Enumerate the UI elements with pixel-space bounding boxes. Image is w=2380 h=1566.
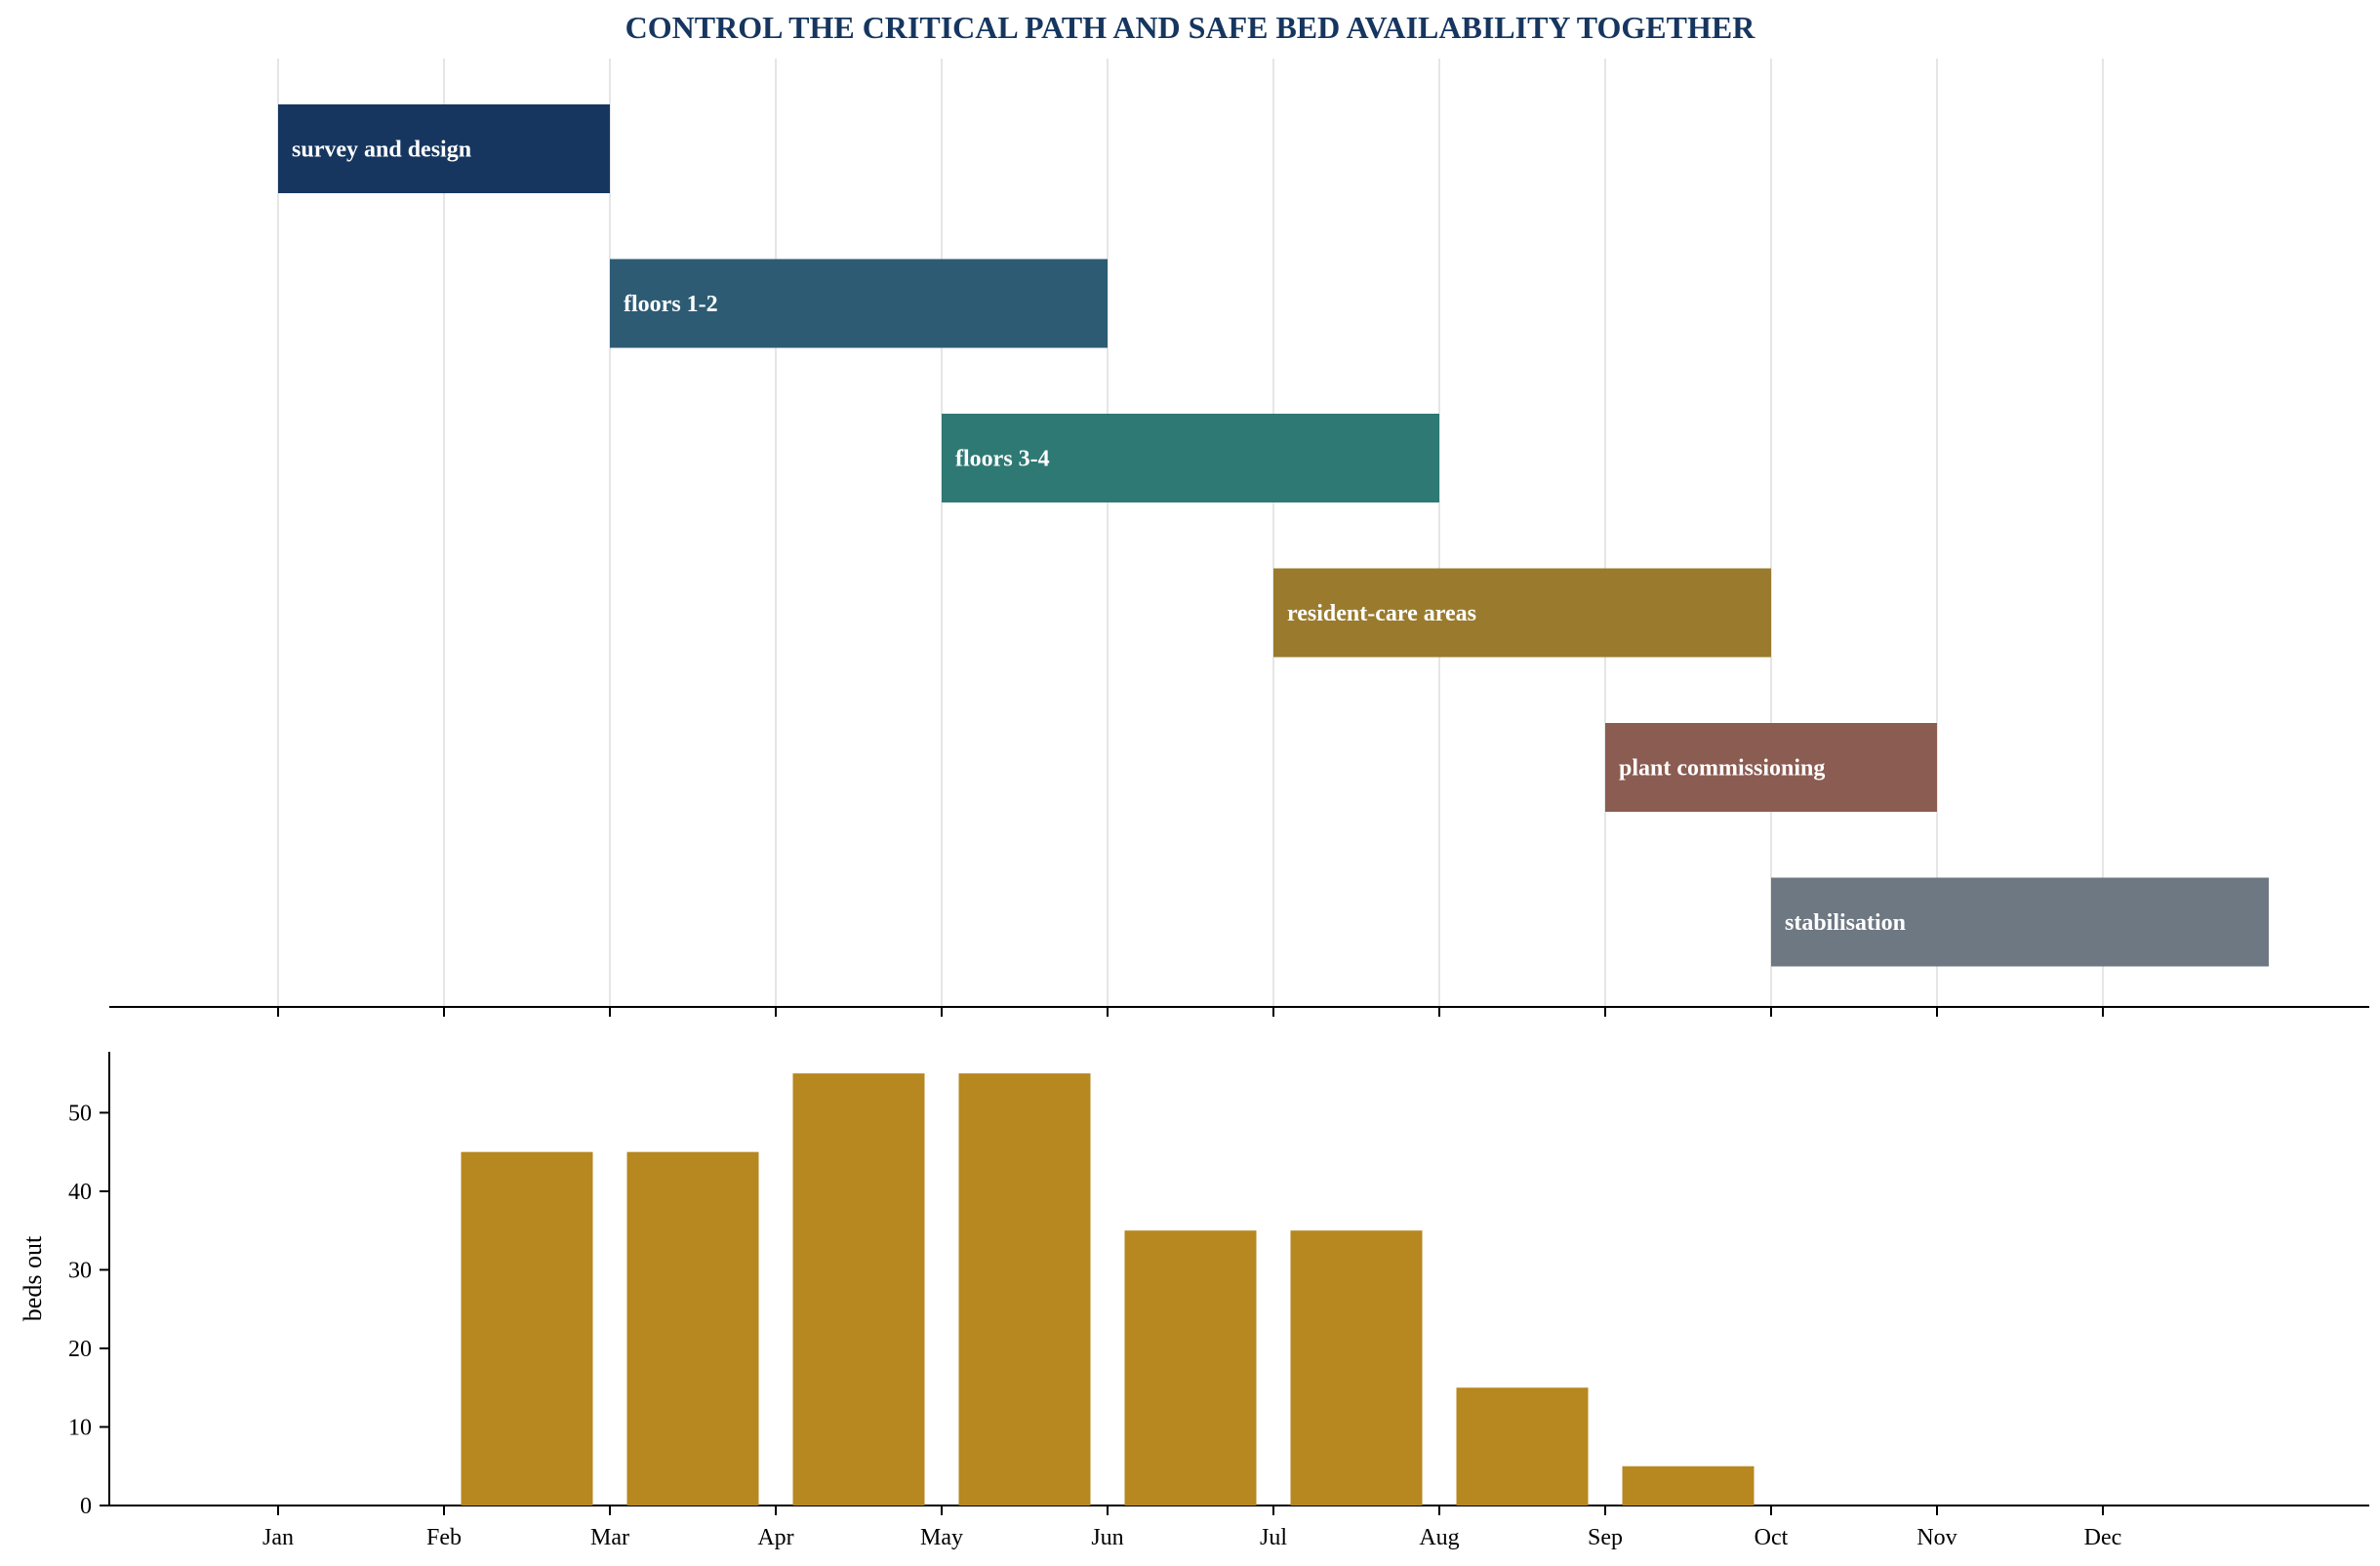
y-tick-label: 50	[68, 1101, 92, 1126]
x-tick-label: Jul	[1260, 1525, 1287, 1550]
x-tick-label: Apr	[757, 1525, 793, 1550]
gantt-task-label: survey and design	[292, 138, 471, 163]
gantt-task-label: floors 1-2	[624, 292, 718, 317]
bar	[1622, 1466, 1755, 1506]
x-tick-label: Feb	[426, 1525, 462, 1550]
x-tick-label: Nov	[1916, 1525, 1956, 1550]
y-tick-label: 0	[80, 1494, 92, 1519]
bar	[1124, 1230, 1257, 1506]
gantt-task-bar	[942, 414, 1439, 502]
gantt-task-bar	[1605, 723, 1937, 812]
gantt-task-bar	[610, 259, 1108, 348]
bed-availability-panel: 0 10 20 30 40 50 Jan Feb Mar Apr May Jun Jul Aug Sep Oc…	[19, 1052, 2369, 1550]
y-tick-label: 40	[68, 1180, 92, 1205]
gantt-task-bar	[1273, 568, 1771, 658]
gantt-panel: survey and design floors 1-2 floors 3-4 res…	[109, 59, 2369, 1017]
bar	[792, 1073, 925, 1506]
y-tick-label: 20	[68, 1337, 92, 1362]
bar	[461, 1151, 593, 1506]
gantt-task-bar	[278, 104, 610, 193]
gantt-task-label: plant commissioning	[1619, 756, 1825, 782]
x-tick-label: Mar	[590, 1525, 629, 1550]
chart-title: CONTROL THE CRITICAL PATH AND SAFE BED A…	[625, 10, 1755, 45]
x-tick-label: Dec	[2084, 1525, 2122, 1550]
bar	[1290, 1230, 1423, 1506]
gantt-task-label: floors 3-4	[955, 447, 1050, 472]
x-tick-label: Jun	[1091, 1525, 1123, 1550]
bar	[1456, 1387, 1589, 1506]
y-axis-label: beds out	[19, 1235, 47, 1321]
y-tick-label: 10	[68, 1415, 92, 1440]
gantt-task-bar	[1771, 877, 2269, 967]
bar	[626, 1151, 759, 1506]
bar	[958, 1073, 1091, 1506]
x-tick-label: Jan	[262, 1525, 294, 1550]
gantt-task-label: stabilisation	[1785, 910, 1906, 936]
gantt-task-label: resident-care areas	[1287, 601, 1476, 626]
y-tick-label: 30	[68, 1258, 92, 1283]
x-tick-label: May	[920, 1525, 963, 1550]
x-tick-label: Aug	[1419, 1525, 1459, 1550]
x-tick-label: Oct	[1755, 1525, 1789, 1550]
x-tick-label: Sep	[1588, 1525, 1623, 1550]
